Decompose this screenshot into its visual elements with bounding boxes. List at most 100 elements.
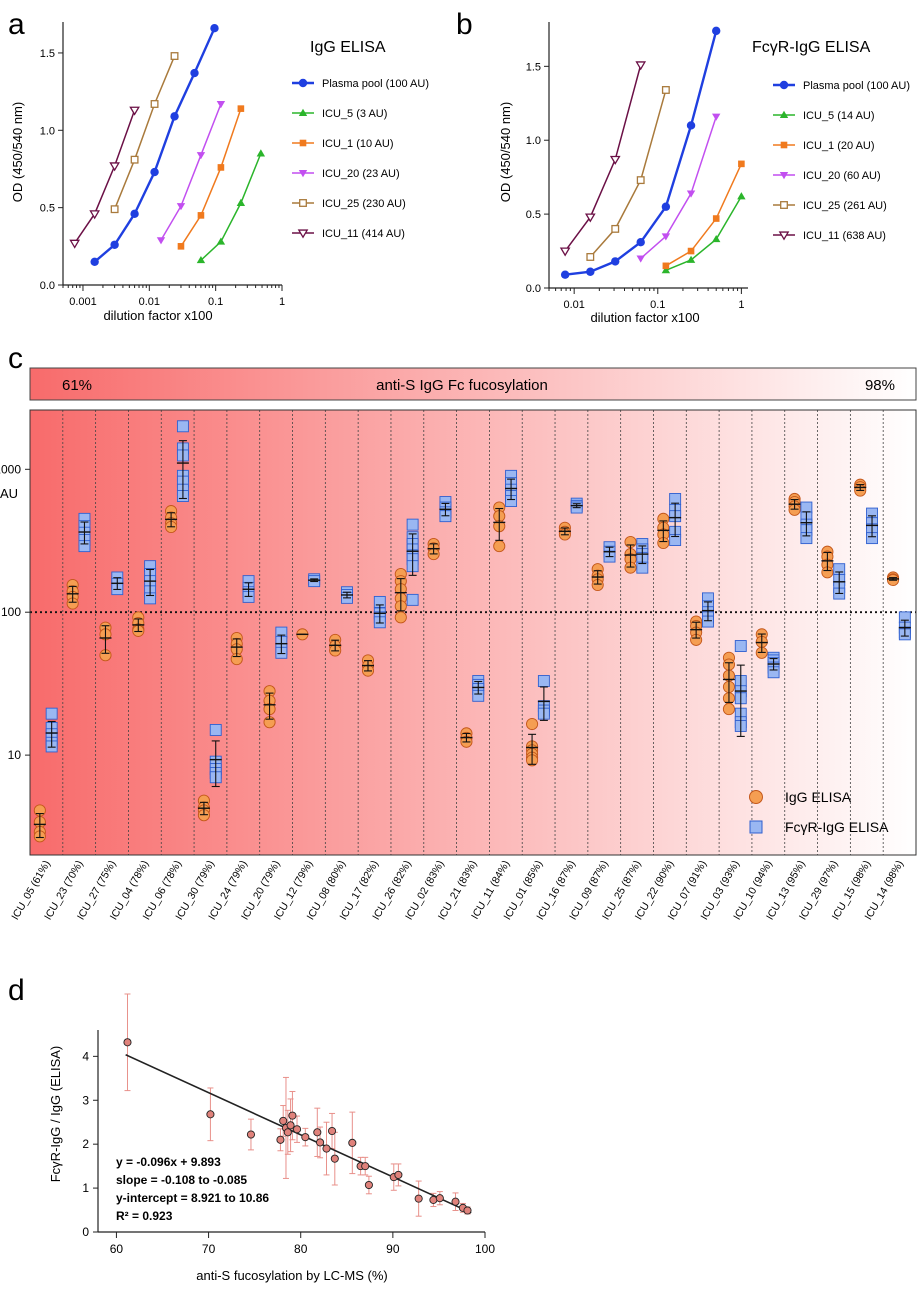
chart-c-y-tick-label: 100: [1, 605, 21, 619]
b-data-point: [559, 247, 571, 257]
b-data-point: [737, 192, 746, 200]
a-data-point: [90, 257, 99, 266]
igg-data-point: [493, 540, 506, 553]
a-legend-label: ICU_5 (3 AU): [322, 108, 387, 120]
chart-a-ylabel: OD (450/540 nm): [10, 102, 25, 202]
chart-c-legend: IgG ELISA FcγR-IgG ELISA: [749, 789, 889, 835]
b-data-point: [712, 235, 721, 243]
d-y-tick-label: 3: [82, 1093, 89, 1107]
fcr-data-point: [406, 593, 419, 606]
d-data-point: [292, 1125, 302, 1134]
a-data-point: [176, 203, 186, 211]
d-x-tick-label: 70: [202, 1242, 216, 1256]
b-data-point: [738, 160, 745, 168]
d-data-point: [463, 1206, 472, 1215]
a-x-tick-label: 0.001: [69, 296, 97, 308]
b-data-point: [560, 270, 570, 279]
a-series-line: [180, 108, 242, 247]
b-x-tick-label: 0.1: [650, 299, 665, 311]
fcr-data-point: [45, 707, 58, 720]
b-legend-marker: [779, 80, 789, 90]
b-data-point: [662, 262, 670, 270]
panel-label-a: a: [8, 8, 25, 41]
d-data-point: [364, 1180, 373, 1190]
regression-slope-ci: slope = -0.108 to -0.085: [116, 1173, 247, 1187]
d-data-point: [322, 1144, 331, 1153]
a-series-line: [200, 153, 262, 261]
igg-data-point: [394, 611, 407, 624]
a-series-line: [113, 55, 176, 210]
a-legend-label: Plasma pool (100 AU): [322, 78, 429, 90]
b-x-tick-label: 1: [738, 299, 744, 311]
b-legend-marker: [779, 172, 789, 180]
d-data-point: [348, 1138, 357, 1147]
b-series-line: [589, 89, 667, 258]
a-data-point: [216, 237, 226, 245]
b-legend-label: Plasma pool (100 AU): [803, 80, 910, 92]
a-legend-marker: [298, 170, 308, 178]
fcr-data-point: [176, 420, 189, 433]
d-data-point: [283, 1128, 292, 1137]
chart-a: IgG ELISA dilution factor x100 OD (450/5…: [10, 22, 429, 323]
b-series-line: [665, 163, 743, 267]
a-y-tick-label: 0.0: [40, 280, 55, 292]
b-data-point: [686, 121, 696, 130]
regression-intercept-ci: y-intercept = 8.921 to 10.86: [116, 1191, 269, 1205]
d-data-point: [276, 1135, 285, 1144]
b-legend-label: ICU_25 (261 AU): [803, 200, 887, 212]
b-legend-label: ICU_20 (60 AU): [803, 170, 881, 182]
b-data-point: [611, 224, 620, 233]
b-data-point: [611, 257, 620, 266]
b-data-point: [636, 255, 645, 263]
chart-c-ylabel: AU: [0, 486, 18, 501]
a-data-point: [156, 237, 166, 245]
d-data-point: [313, 1128, 322, 1137]
b-data-point: [635, 61, 647, 71]
d-x-tick-label: 60: [110, 1242, 124, 1256]
fucosylation-banner: [29, 367, 917, 401]
d-x-tick-label: 80: [294, 1242, 308, 1256]
igg-data-point: [722, 703, 736, 716]
b-data-point: [586, 253, 595, 261]
a-y-tick-label: 0.5: [40, 203, 55, 215]
chart-d-ylabel: FcγR-IgG / IgG (ELISA): [48, 1046, 63, 1183]
b-data-point: [661, 86, 670, 94]
a-x-tick-label: 0.01: [139, 296, 160, 308]
a-data-point: [170, 52, 179, 60]
a-legend-marker: [299, 199, 307, 207]
regression-line: [125, 1053, 472, 1214]
a-data-point: [130, 209, 139, 219]
b-data-point: [712, 215, 720, 222]
a-data-point: [197, 212, 205, 219]
b-legend-marker: [780, 141, 788, 149]
b-y-tick-label: 0.0: [526, 283, 541, 295]
chart-c-y-tick-label: 10: [8, 748, 22, 762]
a-data-point: [210, 23, 219, 33]
b-series-line: [640, 116, 717, 260]
d-data-point: [435, 1194, 444, 1203]
d-x-tick-label: 100: [475, 1242, 495, 1256]
b-legend-label: ICU_5 (14 AU): [803, 110, 875, 122]
banner-right-label: 98%: [865, 377, 895, 394]
a-data-point: [236, 198, 246, 206]
fcr-data-point: [406, 518, 419, 531]
a-data-point: [196, 152, 206, 160]
chart-a-xlabel: dilution factor x100: [103, 308, 212, 323]
chart-b-xlabel: dilution factor x100: [590, 310, 699, 325]
d-data-point: [123, 1038, 132, 1047]
a-legend-marker: [297, 229, 309, 239]
a-x-tick-label: 0.1: [208, 296, 223, 308]
legend-igg-label: IgG ELISA: [785, 789, 852, 805]
panel-label-b: b: [456, 8, 473, 41]
a-data-point: [237, 105, 245, 112]
b-series-line: [665, 195, 743, 271]
b-legend-label: ICU_1 (20 AU): [803, 140, 875, 152]
igg-data-point: [526, 717, 539, 731]
b-data-point: [712, 26, 721, 36]
a-y-tick-label: 1.0: [40, 125, 55, 137]
d-data-point: [361, 1162, 370, 1171]
fcr-data-point: [734, 640, 747, 652]
b-legend-label: ICU_11 (638 AU): [803, 230, 886, 242]
b-data-point: [636, 237, 645, 247]
